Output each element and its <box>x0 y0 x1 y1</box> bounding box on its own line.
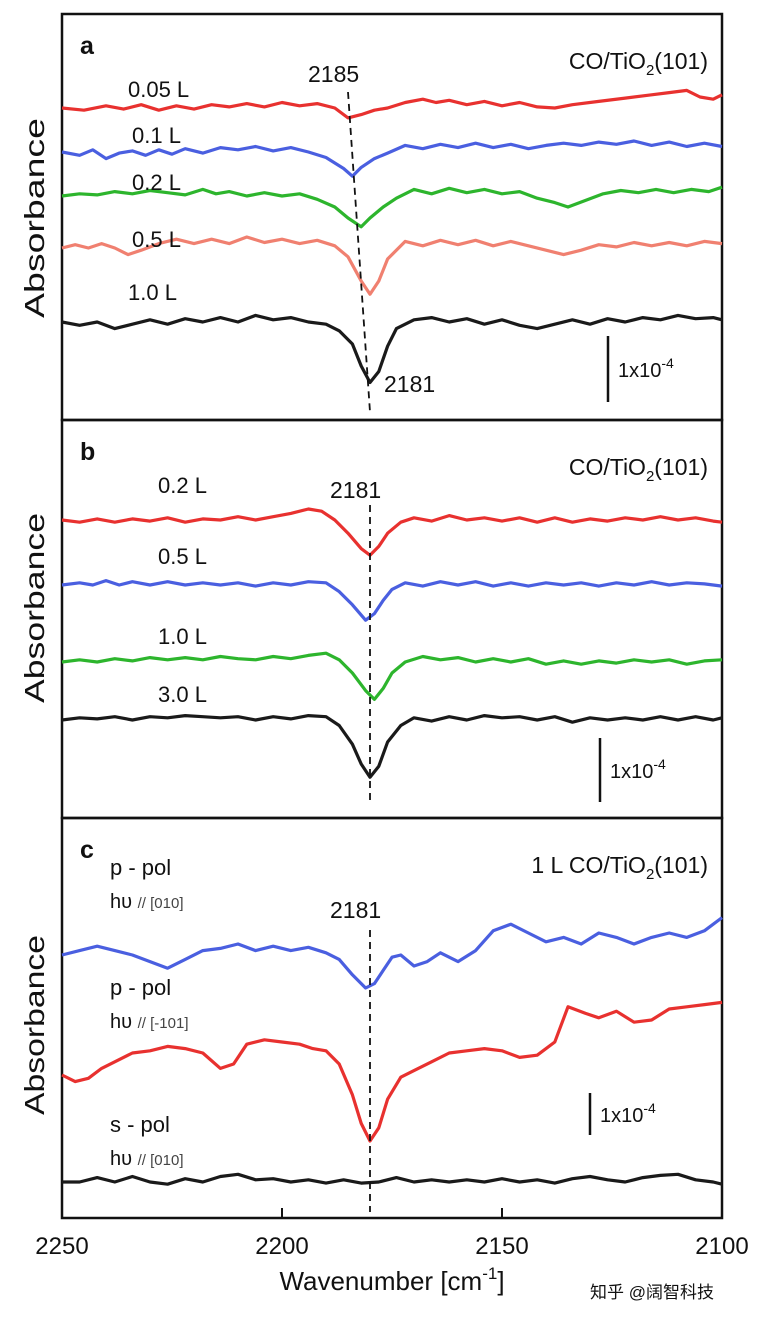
series-note: hυ // [010] <box>110 891 184 913</box>
spectrum-b-0 <box>61 507 723 557</box>
x-tick-label: 2100 <box>695 1233 748 1260</box>
peak-label: 2185 <box>308 61 359 87</box>
series-label: 0.1 L <box>132 123 181 148</box>
spectrum-c-2 <box>62 1172 723 1186</box>
y-axis-label: Absorbance <box>19 513 50 703</box>
series-label: 1.0 L <box>128 280 177 305</box>
panel-a: a Absorbance CO/TiO2(101) 0.05 L 0.1 L 0.2 L 0… <box>19 12 724 422</box>
series-label: 0.5 L <box>132 227 181 252</box>
spectrum-a-3 <box>61 235 723 296</box>
watermark-text: 知乎 @阔智科技 <box>590 1283 714 1302</box>
peak-label: 2181 <box>330 477 381 503</box>
spectrum-a-2 <box>61 185 723 229</box>
spectrum-b-3 <box>61 713 723 779</box>
panels-layer: a Absorbance CO/TiO2(101) 0.05 L 0.1 L 0.2 L 0… <box>19 12 724 1220</box>
spectrum-a-1 <box>61 139 723 178</box>
series-label: 1.0 L <box>158 624 207 649</box>
peak-guide-line <box>347 91 371 413</box>
x-tick-label: 2250 <box>35 1233 88 1260</box>
x-axis-layer: 2250 2200 2150 2100 Wavenumber [cm-1] <box>35 1208 749 1296</box>
series-label: p - pol <box>110 975 171 1000</box>
spectrum-b-2 <box>61 651 723 702</box>
series-label: 0.2 L <box>158 473 207 498</box>
panel-letter: c <box>80 836 94 864</box>
panel-c-frame <box>60 816 724 1220</box>
spectrum-a-4 <box>61 313 723 385</box>
series-label: 0.05 L <box>128 77 189 102</box>
scale-bar-label: 1x10-4 <box>618 355 674 382</box>
panel-title: CO/TiO2(101) <box>569 48 708 79</box>
panel-title: 1 L CO/TiO2(101) <box>531 852 708 883</box>
scale-bar-label: 1x10-4 <box>600 1100 656 1127</box>
series-note: hυ // [-101] <box>110 1011 188 1033</box>
panel-title: CO/TiO2(101) <box>569 454 708 485</box>
series-label: 0.5 L <box>158 544 207 569</box>
series-label: 3.0 L <box>158 682 207 707</box>
scale-bar-label: 1x10-4 <box>610 756 666 783</box>
panel-letter: a <box>80 32 95 60</box>
series-note: hυ // [010] <box>110 1148 184 1170</box>
series-label: s - pol <box>110 1112 170 1137</box>
series-label: p - pol <box>110 855 171 880</box>
x-tick-label: 2200 <box>255 1233 308 1260</box>
panel-c: c Absorbance 1 L CO/TiO2(101) p - pol hυ // … <box>19 816 724 1220</box>
peak-label: 2181 <box>384 371 435 397</box>
spectrum-c-0 <box>61 916 723 990</box>
y-axis-label: Absorbance <box>19 935 50 1115</box>
y-axis-label: Absorbance <box>19 118 50 318</box>
spectrum-c-1 <box>61 1000 723 1143</box>
x-axis-label: Wavenumber [cm-1] <box>279 1264 504 1296</box>
spectrum-b-1 <box>61 578 723 622</box>
panel-letter: b <box>80 438 95 466</box>
peak-label: 2181 <box>330 897 381 923</box>
spectrum-a-0 <box>61 88 723 120</box>
x-tick-label: 2150 <box>475 1233 528 1260</box>
series-label: 0.2 L <box>132 170 181 195</box>
panel-b: b Absorbance CO/TiO2(101) 0.2 L 0.5 L 1.0 L 3.… <box>19 418 724 820</box>
